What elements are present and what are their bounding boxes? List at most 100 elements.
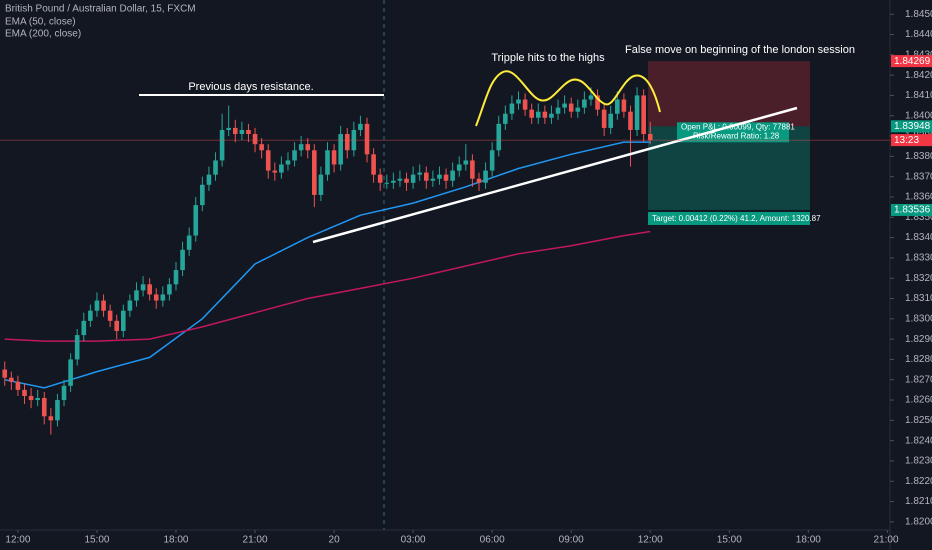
highs-curve	[475, 70, 661, 127]
candle-body	[647, 134, 653, 141]
y-tick-label: 1.82900	[905, 334, 932, 345]
y-tick-label: 1.84500	[905, 9, 932, 20]
candle-body	[68, 359, 73, 386]
price-tag	[891, 203, 932, 216]
y-tick-label: 1.84300	[905, 49, 932, 60]
candle-body	[147, 284, 152, 295]
candle-body	[575, 107, 581, 112]
pnl-box	[677, 122, 789, 143]
annotation: False move on beginning of the london se…	[625, 44, 855, 56]
annotation: Previous days resistance.	[188, 81, 313, 93]
price-tag	[891, 55, 932, 68]
candle-body	[503, 113, 508, 124]
candle-body	[529, 109, 534, 118]
candle-body	[81, 320, 87, 336]
candle-body	[9, 377, 14, 382]
y-tick-label: 1.83400	[905, 232, 932, 243]
y-tick-label: 1.83700	[905, 171, 932, 182]
candles	[2, 87, 653, 435]
candle-body	[312, 150, 317, 195]
candle-body	[437, 174, 442, 179]
candle-body	[259, 144, 264, 151]
position-label: Risk/Reward Ratio: 1.28	[693, 131, 780, 140]
candle-body	[595, 95, 600, 110]
y-tick-label: 1.82400	[905, 435, 932, 446]
candle-body	[193, 205, 199, 236]
target-box	[648, 211, 810, 225]
candle-body	[417, 172, 423, 175]
candle-body	[88, 310, 93, 321]
candle-body	[292, 150, 297, 161]
candle-body	[114, 320, 120, 331]
x-tick-label: 21:00	[873, 535, 898, 546]
candle-body	[279, 164, 284, 173]
candle-body	[173, 270, 179, 285]
candle-body	[140, 284, 146, 291]
annotation: Tripple hits to the highs	[491, 52, 605, 64]
candle-body	[153, 294, 159, 301]
position-label: Open P&L: 0.00099, Qty: 77881	[681, 122, 795, 131]
candle-body	[628, 111, 633, 130]
candle-body	[94, 300, 100, 311]
candle-body	[542, 111, 548, 118]
chart-title: British Pound / Australian Dollar, 15, F…	[5, 4, 196, 15]
candle-body	[555, 107, 561, 114]
y-tick-label: 1.82500	[905, 415, 932, 426]
candle-body	[601, 109, 607, 128]
ema-line	[4, 230, 651, 342]
x-tick-label: 20	[329, 535, 341, 546]
candle-body	[186, 235, 192, 250]
y-tick-label: 1.84200	[905, 70, 932, 81]
y-tick-label: 1.84400	[905, 29, 932, 40]
candle-body	[285, 160, 291, 165]
candle-body	[41, 398, 47, 417]
candle-body	[608, 113, 614, 128]
y-tick-label: 1.83500	[905, 212, 932, 223]
x-tick-label: 15:00	[84, 535, 109, 546]
candle-body	[107, 310, 113, 321]
candle-body	[15, 381, 21, 390]
trend-line	[312, 106, 798, 244]
candle-body	[48, 416, 54, 421]
candle-body	[588, 95, 594, 100]
candle-body	[430, 178, 436, 181]
candle-body	[423, 172, 429, 181]
candle-body	[562, 103, 567, 108]
indicator-label: EMA (50, close)	[5, 17, 76, 28]
price-tag-label: 1.84269	[894, 56, 931, 67]
candle-body	[509, 103, 515, 114]
x-tick-label: 03:00	[401, 535, 426, 546]
candle-body	[476, 178, 482, 183]
x-tick-label: 06:00	[480, 535, 505, 546]
y-tick-label: 1.82300	[905, 456, 932, 467]
candle-body	[22, 389, 27, 396]
y-tick-label: 1.82100	[905, 496, 932, 507]
candle-body	[325, 150, 330, 175]
y-tick-label: 1.83000	[905, 313, 932, 324]
candle-body	[397, 178, 403, 181]
candle-body	[377, 174, 383, 183]
candle-body	[456, 164, 462, 171]
y-tick-label: 1.82600	[905, 395, 932, 406]
candle-body	[634, 95, 640, 130]
y-tick-label: 1.82700	[905, 374, 932, 385]
y-tick-label: 1.82200	[905, 476, 932, 487]
y-tick-label: 1.83800	[905, 151, 932, 162]
candle-body	[55, 400, 60, 421]
y-tick-label: 1.83100	[905, 293, 932, 304]
candle-body	[615, 99, 620, 114]
candle-body	[206, 174, 212, 185]
x-tick-label: 21:00	[243, 535, 268, 546]
countdown-label: 13:23	[894, 135, 919, 146]
candle-body	[121, 310, 126, 331]
candle-body	[463, 160, 469, 165]
candle-body	[483, 170, 488, 183]
x-tick-label: 18:00	[163, 535, 188, 546]
candle-body	[410, 174, 416, 183]
candle-body	[160, 294, 166, 301]
candle-body	[549, 113, 554, 118]
y-tick-label: 1.82800	[905, 354, 932, 365]
candle-body	[522, 99, 528, 110]
candle-body	[35, 398, 40, 401]
candle-body	[213, 160, 218, 175]
